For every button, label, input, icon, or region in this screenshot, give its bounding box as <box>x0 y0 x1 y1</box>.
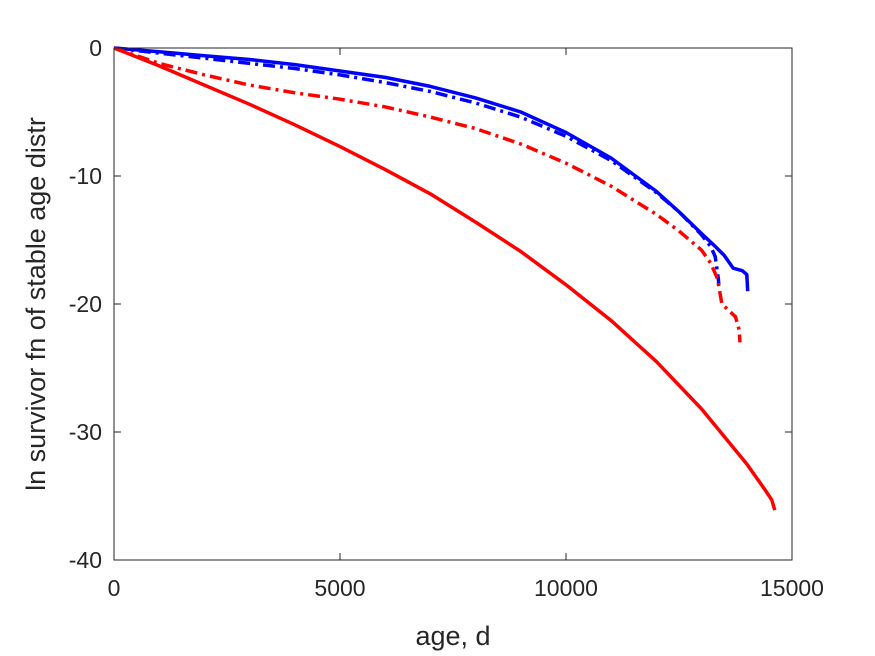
plot-area <box>114 48 792 560</box>
y-tick-label: 0 <box>89 35 102 61</box>
axis-ticks <box>113 47 793 561</box>
y-axis-label: ln survivor fn of stable age distr <box>21 117 51 491</box>
x-tick-label: 15000 <box>760 575 824 601</box>
y-tick-label: -30 <box>69 419 102 445</box>
x-tick-label: 0 <box>108 575 121 601</box>
series-line-0 <box>113 46 750 292</box>
series-line-3 <box>113 46 777 511</box>
y-tick-label: -10 <box>69 163 102 189</box>
y-tick-label: -40 <box>69 547 102 573</box>
y-tick-label: -20 <box>69 291 102 317</box>
tick-labels: 0 5000 10000 15000 0 -10 -20 -30 -40 <box>69 35 824 601</box>
x-tick-label: 5000 <box>314 575 365 601</box>
series-line-2 <box>113 46 742 343</box>
series-line-1 <box>113 46 721 285</box>
series-lines <box>113 46 777 511</box>
x-axis-label: age, d <box>415 621 490 651</box>
x-tick-label: 10000 <box>534 575 598 601</box>
